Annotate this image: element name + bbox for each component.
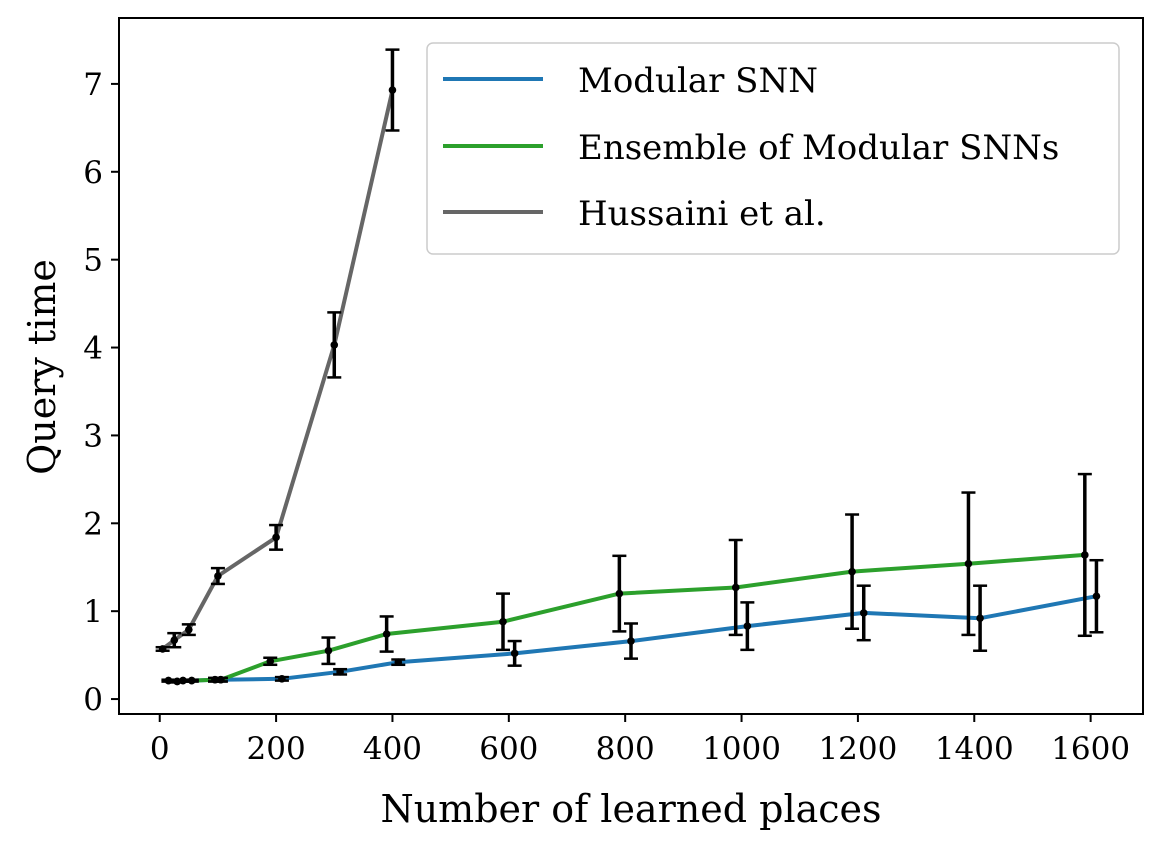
data-point-modular-snn xyxy=(976,614,984,623)
data-point-modular-snn xyxy=(394,658,403,666)
x-tick-label: 0 xyxy=(150,731,170,767)
data-point-ensemble-of-modular-snns xyxy=(266,657,275,666)
data-point-hussaini-et-al xyxy=(272,533,280,542)
data-point-hussaini-et-al xyxy=(158,645,167,653)
data-point-modular-snn xyxy=(627,637,635,645)
data-point-modular-snn xyxy=(1092,592,1101,601)
y-tick-label: 2 xyxy=(83,506,103,542)
data-point-ensemble-of-modular-snns xyxy=(731,583,740,592)
data-point-ensemble-of-modular-snns xyxy=(499,617,507,626)
data-point-ensemble-of-modular-snns xyxy=(615,589,624,598)
data-point-modular-snn xyxy=(859,609,868,617)
y-tick-label: 0 xyxy=(83,682,103,718)
legend-frame xyxy=(426,42,1120,255)
data-point-ensemble-of-modular-snns xyxy=(324,646,333,655)
data-point-ensemble-of-modular-snns xyxy=(187,676,196,685)
x-axis-label: Number of learned places xyxy=(380,787,881,831)
data-point-ensemble-of-modular-snns xyxy=(217,675,225,684)
legend: Modular SNN Ensemble of Modular SNNs Hus… xyxy=(426,42,1120,255)
x-tick-label: 200 xyxy=(247,731,306,767)
data-point-ensemble-of-modular-snns xyxy=(848,567,856,576)
x-tick-label: 1600 xyxy=(1051,731,1130,767)
x-tick-label: 1400 xyxy=(935,731,1014,767)
legend-label-modular-snn: Modular SNN xyxy=(578,61,818,101)
y-axis-label: Query time xyxy=(20,259,64,475)
legend-label-ensemble: Ensemble of Modular SNNs xyxy=(578,128,1059,168)
data-point-hussaini-et-al xyxy=(330,341,339,349)
x-tick-label: 1200 xyxy=(818,731,897,767)
data-point-hussaini-et-al xyxy=(170,636,179,644)
axes-layer: 0 200 400 600 800 1000 1200 1400 1600 0 1 2 3 4 5 6 7 xyxy=(83,17,1144,767)
data-point-ensemble-of-modular-snns xyxy=(1081,551,1089,559)
legend-label-hussaini: Hussaini et al. xyxy=(578,194,826,234)
data-point-modular-snn xyxy=(336,668,344,676)
y-tick-label: 5 xyxy=(83,243,103,279)
data-point-hussaini-et-al xyxy=(214,572,222,580)
y-tick-label: 1 xyxy=(83,594,103,630)
x-tick-label: 1000 xyxy=(702,731,781,767)
data-point-hussaini-et-al xyxy=(388,86,397,94)
y-tick-label: 4 xyxy=(83,331,103,367)
y-tick-label: 7 xyxy=(83,67,103,103)
x-tick-label: 400 xyxy=(363,731,422,767)
y-tick-label: 3 xyxy=(83,418,103,454)
data-point-hussaini-et-al xyxy=(185,625,193,634)
data-point-modular-snn xyxy=(743,622,752,630)
data-point-modular-snn xyxy=(278,675,286,683)
x-tick-label: 600 xyxy=(479,731,538,767)
y-tick-label: 6 xyxy=(83,155,103,191)
x-tick-label: 800 xyxy=(596,731,655,767)
axes-frame xyxy=(118,17,1144,715)
errorbar-layer xyxy=(155,48,1104,686)
data-point-ensemble-of-modular-snns xyxy=(382,630,391,638)
data-point-modular-snn xyxy=(510,649,519,658)
data-point-ensemble-of-modular-snns xyxy=(964,559,973,568)
